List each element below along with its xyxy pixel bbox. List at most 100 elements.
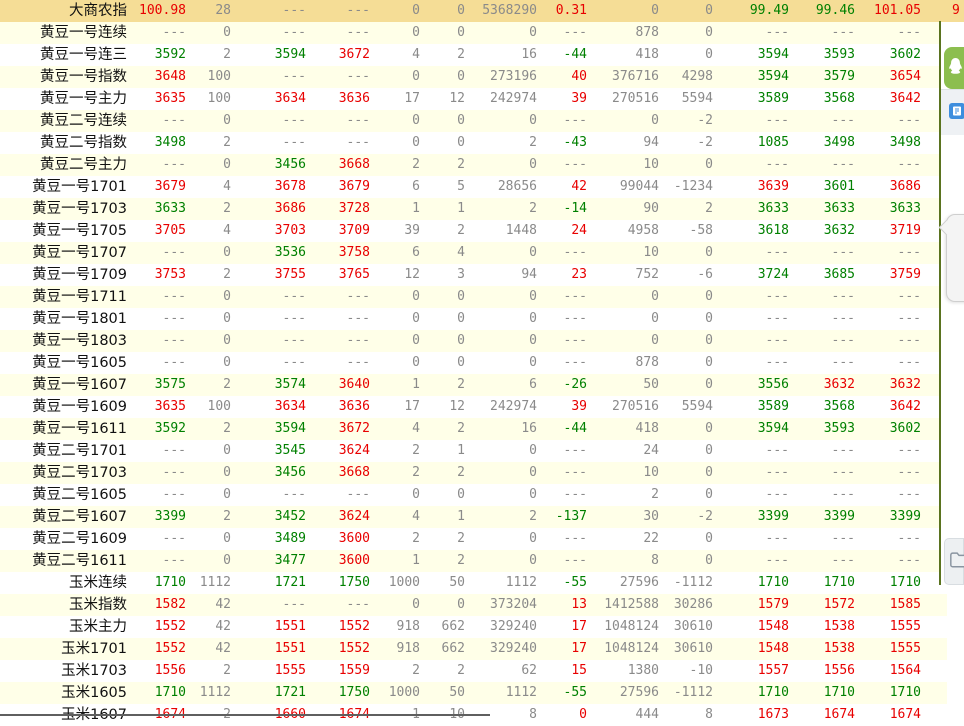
- quote-cell: ---: [765, 25, 789, 40]
- quote-cell: ---: [162, 355, 186, 370]
- quote-cell: 0: [529, 311, 537, 326]
- contract-name: 大商农指: [69, 3, 127, 19]
- quote-cell: 0: [529, 465, 537, 480]
- quote-cell: 0: [529, 355, 537, 370]
- table-row[interactable]: 黄豆二号1609 --- 0 3489 3600 2 2 0 --- 22 0 --- --- ---: [0, 528, 964, 550]
- table-row[interactable]: 黄豆二号连续 --- 0 --- --- 0 0 0 --- 0 -2 --- --- ---: [0, 110, 964, 132]
- table-row[interactable]: 玉米连续 1710 1112 1721 1750 1000 50 1112 -55 27596 -1…: [0, 572, 964, 594]
- table-row[interactable]: 黄豆一号连续 --- 0 --- --- 0 0 0 --- 878 0 --- --- ---: [0, 22, 964, 44]
- table-row[interactable]: 黄豆一号指数 3648 100 --- --- 0 0 273196 40 376716 4298 3…: [0, 66, 964, 88]
- quote-cell: 1551: [274, 619, 306, 634]
- table-row[interactable]: 玉米指数 1582 42 --- --- 0 0 373204 13 1412588 30286 15…: [0, 594, 964, 616]
- quote-cell: 0: [529, 443, 537, 458]
- table-row[interactable]: 黄豆一号主力 3635 100 3634 3636 17 12 242974 39 270516 5…: [0, 88, 964, 110]
- quote-cell: ---: [765, 289, 789, 304]
- table-row[interactable]: 玉米1701 1552 42 1551 1552 918 662 329240 17 104812…: [0, 638, 964, 660]
- quote-cell: 6: [412, 179, 420, 194]
- table-row[interactable]: 黄豆一号1709 3753 2 3755 3765 12 3 94 23 752 -6 3724 368…: [0, 264, 964, 286]
- table-row[interactable]: 黄豆二号1605 --- 0 --- --- 0 0 0 --- 2 0 --- --- ---: [0, 484, 964, 506]
- contact-panel-button[interactable]: [941, 89, 964, 135]
- quote-cell: -6: [697, 267, 713, 282]
- table-row[interactable]: 黄豆一号1609 3635 100 3634 3636 17 12 242974 39 27051…: [0, 396, 964, 418]
- table-row[interactable]: 黄豆一号1607 3575 2 3574 3640 1 2 6 -26 50 0 3556 3632 36…: [0, 374, 964, 396]
- quote-cell: 1710: [889, 685, 921, 700]
- quote-cell: 23: [571, 267, 587, 282]
- quote-cell: 1557: [757, 663, 789, 678]
- quote-cell: ---: [563, 25, 587, 40]
- table-row[interactable]: 玉米1703 1556 2 1555 1559 2 2 62 15 1380 -10 1557 1556…: [0, 660, 964, 682]
- quote-cell: 0: [705, 311, 713, 326]
- quote-cell: 0: [223, 289, 231, 304]
- quote-cell: 1673: [757, 707, 789, 722]
- table-row[interactable]: 黄豆一号1707 --- 0 3536 3758 6 4 0 --- 10 0 --- --- ---: [0, 242, 964, 264]
- quote-cell: 3759: [889, 267, 921, 282]
- table-row[interactable]: 黄豆一号1703 3633 2 3686 3728 1 1 2 -14 90 2 3633 3633 36…: [0, 198, 964, 220]
- quote-cell: 28: [215, 3, 231, 18]
- quote-cell: 0.31: [555, 3, 587, 18]
- quote-cell: 2: [223, 135, 231, 150]
- table-row[interactable]: 黄豆一号1711 --- 0 --- --- 0 0 0 --- 0 0 --- --- ---: [0, 286, 964, 308]
- table-right-divider: [939, 21, 941, 585]
- table-row[interactable]: 黄豆二号1607 3399 2 3452 3624 4 1 2 -137 30 -2 3399 3399…: [0, 506, 964, 528]
- quote-cell: ---: [346, 3, 370, 18]
- quote-cell: 3639: [757, 179, 789, 194]
- quote-cell: 3703: [274, 223, 306, 238]
- quote-cell: 0: [223, 311, 231, 326]
- quote-cell: 2: [529, 201, 537, 216]
- quote-cell: 3456: [274, 157, 306, 172]
- quote-cell: 16: [521, 421, 537, 436]
- quote-cell: 17: [571, 619, 587, 634]
- folder-dock-button[interactable]: [944, 538, 964, 585]
- table-row[interactable]: 黄豆一号1801 --- 0 --- --- 0 0 0 --- 0 0 --- --- ---: [0, 308, 964, 330]
- quote-cell: 0: [412, 289, 420, 304]
- table-row[interactable]: 黄豆二号1701 --- 0 3545 3624 2 1 0 --- 24 0 --- --- ---: [0, 440, 964, 462]
- quote-cell: ---: [162, 333, 186, 348]
- chat-bubble[interactable]: [946, 214, 964, 302]
- quote-cell: 3672: [338, 421, 370, 436]
- table-row[interactable]: 黄豆一号1705 3705 4 3703 3709 39 2 1448 24 4958 -58 361…: [0, 220, 964, 242]
- table-row[interactable]: 黄豆一号1803 --- 0 --- --- 0 0 0 --- 0 0 --- --- ---: [0, 330, 964, 352]
- quote-cell: ---: [282, 311, 306, 326]
- table-row[interactable]: 黄豆二号1703 --- 0 3456 3668 2 2 0 --- 10 0 --- --- ---: [0, 462, 964, 484]
- quote-cell: 2: [223, 509, 231, 524]
- table-row[interactable]: 黄豆一号连三 3592 2 3594 3672 4 2 16 -44 418 0 3594 3593 36…: [0, 44, 964, 66]
- quote-cell: 1552: [338, 641, 370, 656]
- table-row[interactable]: 黄豆二号指数 3498 2 --- --- 0 0 2 -43 94 -2 1085 3498 3498: [0, 132, 964, 154]
- quote-cell: ---: [563, 443, 587, 458]
- quote-cell: ---: [162, 465, 186, 480]
- quote-cell: 99.46: [815, 3, 855, 18]
- table-row[interactable]: 大商农指 100.98 28 --- --- 0 0 5368290 0.31 0 0 99.49 99…: [0, 0, 964, 22]
- quote-cell: -55: [563, 685, 587, 700]
- table-row[interactable]: 黄豆一号1605 --- 0 --- --- 0 0 0 --- 878 0 --- --- ---: [0, 352, 964, 374]
- quote-cell: 40: [571, 69, 587, 84]
- table-row[interactable]: 黄豆一号1701 3679 4 3678 3679 6 5 28656 42 99044 -1234…: [0, 176, 964, 198]
- quote-cell: 0: [412, 25, 420, 40]
- contract-name: 黄豆二号1609: [32, 531, 127, 547]
- table-row[interactable]: 玉米1605 1710 1112 1721 1750 1000 50 1112 -55 27596…: [0, 682, 964, 704]
- table-row[interactable]: 黄豆一号1611 3592 2 3594 3672 4 2 16 -44 418 0 3594 3593…: [0, 418, 964, 440]
- quote-cell: ---: [346, 135, 370, 150]
- quote-cell: ---: [831, 289, 855, 304]
- quote-cell: 2: [412, 443, 420, 458]
- quote-cell: 0: [651, 113, 659, 128]
- table-row[interactable]: 玉米主力 1552 42 1551 1552 918 662 329240 17 1048124 3…: [0, 616, 964, 638]
- quote-cell: ---: [831, 355, 855, 370]
- quote-cell: 4: [412, 47, 420, 62]
- quote-cell: 1579: [757, 597, 789, 612]
- qq-chat-button[interactable]: [944, 47, 964, 89]
- quote-cell: 329240: [490, 641, 537, 656]
- quote-cell: ---: [162, 531, 186, 546]
- quote-cell: 0: [412, 355, 420, 370]
- quote-cell: 0: [457, 597, 465, 612]
- quote-cell: 3602: [889, 47, 921, 62]
- quote-cell: 0: [705, 465, 713, 480]
- quote-cell: 376716: [612, 69, 659, 84]
- quote-cell: 0: [705, 377, 713, 392]
- quote-cell: ---: [831, 113, 855, 128]
- table-row[interactable]: 黄豆二号主力 --- 0 3456 3668 2 2 0 --- 10 0 --- --- ---: [0, 154, 964, 176]
- contract-name: 玉米1605: [61, 685, 127, 701]
- table-row[interactable]: 黄豆二号1611 --- 0 3477 3600 1 2 0 --- 8 0 --- --- ---: [0, 550, 964, 572]
- quote-cell: 3633: [823, 201, 855, 216]
- quote-cell: 2: [223, 47, 231, 62]
- quote-cell: 0: [705, 421, 713, 436]
